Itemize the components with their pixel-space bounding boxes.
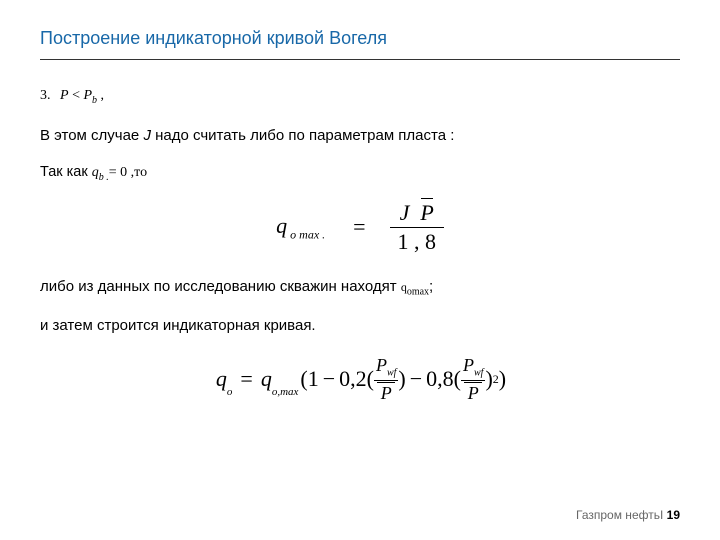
p2-pre: Так как <box>40 164 92 180</box>
lt-op: < <box>69 88 84 103</box>
eq1-sub: o max . <box>287 228 325 242</box>
p1-pre: В этом случае <box>40 127 143 144</box>
p-bar-lhs: P <box>60 84 69 108</box>
equation-1: q o max . = J P 1 , 8 <box>40 198 680 254</box>
paragraph-4: и затем строится индикаторная кривая. <box>40 313 680 339</box>
content-area: 3. P < Pb , В этом случае J надо считать… <box>40 84 680 402</box>
eq2-frac1: Pwf P <box>374 356 398 402</box>
footer-sep: I <box>660 508 667 522</box>
eq2-c2: 0,8( <box>426 360 461 397</box>
item-number: 3. <box>40 88 51 103</box>
p3-pre: либо из данных по исследованию скважин н… <box>40 278 401 295</box>
pb-p: P <box>83 88 92 103</box>
eq1-q: q <box>276 213 287 238</box>
paragraph-2: Так как qb .= 0 ,то <box>40 160 680 186</box>
equation-2: qo = qo,max (1 − 0,2( Pwf P ) − 0,8( Pwf… <box>40 356 680 402</box>
eq2-final: ) <box>499 360 506 397</box>
cond-comma: , <box>97 88 104 103</box>
eq2-m1: − <box>323 360 335 397</box>
p1-post: надо считать либо по параметрам пласта : <box>151 127 454 144</box>
eq2-eq: = <box>240 360 252 397</box>
footer: Газпром нефтьI 19 <box>576 508 680 522</box>
title-underline <box>40 59 680 60</box>
footer-brand: Газпром нефть <box>576 508 660 522</box>
eq2-open: ( <box>300 360 307 397</box>
eq1-den: 1 , 8 <box>390 228 444 254</box>
p3-post: ; <box>429 278 433 295</box>
eq2-close1: ) <box>398 360 405 397</box>
eq2-qo: qo <box>216 360 233 398</box>
qb-q: q <box>92 165 99 180</box>
eq2-close2: ) <box>485 360 492 397</box>
eq1-Pbar: P <box>420 198 433 225</box>
qomax-sub: omax <box>407 287 429 298</box>
page-number: 19 <box>667 508 680 522</box>
eq2-c1: 0,2( <box>339 360 374 397</box>
eq1-J: J <box>400 200 410 225</box>
eq1-fraction: J P 1 , 8 <box>390 198 444 254</box>
eq1-equals: = <box>353 208 365 245</box>
eq2-qomax: qo,max <box>261 360 299 398</box>
eq2-one: 1 <box>308 360 319 397</box>
qb-eq: = 0 ,то <box>109 165 147 180</box>
condition-line: 3. P < Pb , <box>40 84 680 109</box>
eq1-lhs: q o max . <box>276 207 325 245</box>
eq2-m2: − <box>410 360 422 397</box>
paragraph-3: либо из данных по исследованию скважин н… <box>40 274 680 300</box>
paragraph-1: В этом случае J надо считать либо по пар… <box>40 123 680 149</box>
p1-J: J <box>143 127 151 144</box>
qb-sub: b . <box>99 172 109 183</box>
slide-title: Построение индикаторной кривой Вогеля <box>40 28 680 49</box>
eq2-frac2: Pwf P <box>461 356 485 402</box>
